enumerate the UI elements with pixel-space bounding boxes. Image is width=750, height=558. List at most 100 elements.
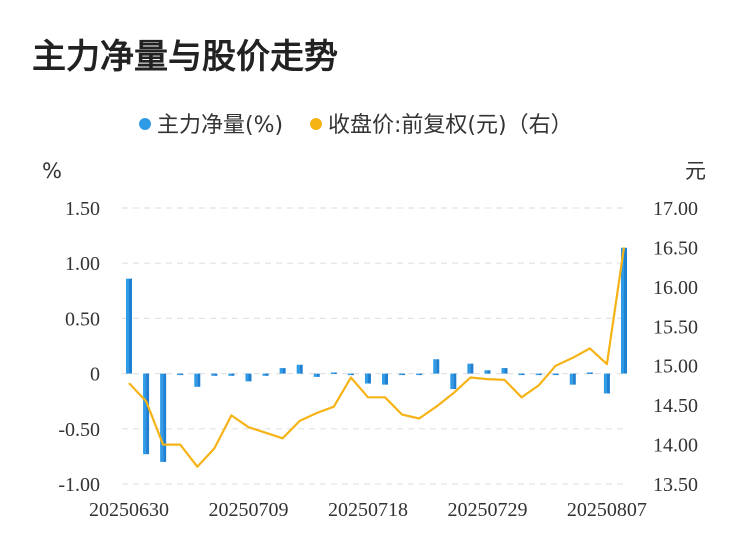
- net-volume-bar[interactable]: [228, 373, 235, 376]
- net-volume-bar[interactable]: [347, 373, 354, 376]
- net-volume-bar-right-half: [385, 373, 389, 385]
- net-volume-bar[interactable]: [535, 373, 542, 376]
- right-tick-label: 14.50: [653, 395, 698, 417]
- net-volume-bar[interactable]: [603, 373, 610, 394]
- net-volume-bar[interactable]: [330, 372, 337, 374]
- net-volume-bar[interactable]: [467, 363, 474, 374]
- net-volume-bar-right-half: [538, 373, 542, 376]
- net-volume-bar[interactable]: [569, 373, 576, 385]
- net-volume-bar-right-half: [316, 373, 320, 377]
- net-volume-bar[interactable]: [382, 373, 389, 385]
- net-volume-bar[interactable]: [313, 373, 320, 377]
- net-volume-bar-right-half: [214, 373, 218, 376]
- net-volume-bar[interactable]: [126, 278, 132, 374]
- net-volume-bar[interactable]: [160, 373, 167, 462]
- left-axis-ticks: 1.50 1.00 0.50 0 -0.50 -1.00: [58, 198, 100, 496]
- net-volume-bar[interactable]: [433, 359, 440, 374]
- right-axis-unit: 元: [685, 159, 706, 183]
- left-tick-label: 0.50: [65, 308, 100, 330]
- net-volume-bar-right-half: [129, 278, 132, 374]
- net-volume-bar-left-half: [296, 364, 300, 374]
- net-volume-bar[interactable]: [194, 373, 201, 387]
- net-volume-bar-left-half: [382, 373, 386, 385]
- legend: 主力净量(%) 收盘价:前复权(元)（右）: [139, 113, 573, 138]
- x-tick-label: 20250729: [447, 499, 527, 521]
- left-tick-label: 0: [90, 364, 100, 386]
- x-tick-label: 20250630: [89, 499, 169, 521]
- net-volume-bar-left-half: [501, 368, 505, 374]
- legend-label-net-volume[interactable]: 主力净量(%): [157, 113, 283, 138]
- net-volume-bar[interactable]: [245, 373, 252, 382]
- net-volume-bar[interactable]: [450, 373, 457, 390]
- net-volume-bar-left-half: [194, 373, 198, 387]
- net-volume-bar-right-half: [350, 373, 354, 376]
- net-volume-bar-right-half: [504, 368, 508, 374]
- net-volume-bar-left-half: [535, 373, 539, 376]
- net-volume-bar-left-half: [211, 373, 215, 376]
- net-volume-bar-right-half: [572, 373, 576, 385]
- net-volume-bar[interactable]: [296, 364, 303, 374]
- net-volume-bar-left-half: [313, 373, 317, 377]
- left-tick-label: 1.00: [65, 253, 100, 275]
- right-tick-label: 17.00: [653, 198, 698, 220]
- net-volume-bar[interactable]: [262, 373, 269, 376]
- right-tick-label: 16.00: [653, 277, 698, 299]
- net-volume-bar[interactable]: [399, 373, 406, 376]
- net-volume-bar-left-half: [433, 359, 437, 374]
- net-volume-bar[interactable]: [143, 373, 150, 455]
- legend-marker-net-volume: [139, 118, 151, 130]
- net-volume-bar-right-half: [299, 364, 303, 374]
- net-volume-bar[interactable]: [621, 247, 627, 374]
- net-volume-bar-right-half: [231, 373, 235, 376]
- net-volume-bar-right-half: [146, 373, 150, 455]
- net-volume-bar[interactable]: [211, 373, 218, 376]
- net-volume-bar-left-half: [126, 278, 129, 374]
- chart-title: 主力净量与股价走势: [32, 37, 338, 77]
- net-volume-bar[interactable]: [279, 368, 286, 374]
- net-volume-bar-left-half: [569, 373, 573, 385]
- close-price-line[interactable]: [128, 247, 626, 468]
- net-volume-bar-left-half: [399, 373, 403, 376]
- net-volume-bar-right-half: [624, 247, 627, 374]
- net-volume-bar-left-half: [245, 373, 249, 382]
- net-volume-bar-left-half: [416, 373, 420, 376]
- right-tick-label: 14.00: [653, 435, 698, 457]
- net-volume-bar[interactable]: [364, 373, 371, 384]
- net-volume-bar-right-half: [265, 373, 269, 376]
- left-tick-label: 1.50: [65, 198, 100, 220]
- net-volume-bar-right-half: [487, 370, 491, 374]
- net-volume-bar-right-half: [282, 368, 286, 374]
- net-volume-bar[interactable]: [586, 372, 593, 374]
- net-volume-bar-left-half: [364, 373, 368, 384]
- x-tick-label: 20250709: [208, 499, 288, 521]
- net-volume-bar[interactable]: [177, 373, 184, 376]
- net-volume-bar-right-half: [419, 373, 423, 376]
- net-volume-bar-right-half: [248, 373, 252, 382]
- net-volume-bar-right-half: [197, 373, 201, 387]
- net-volume-bars: [126, 247, 627, 462]
- net-volume-bar[interactable]: [501, 368, 508, 374]
- net-volume-bar[interactable]: [484, 370, 491, 374]
- net-volume-bar-left-half: [518, 373, 522, 376]
- net-volume-bar-left-half: [262, 373, 266, 376]
- net-volume-bar[interactable]: [552, 373, 559, 376]
- net-volume-bar-left-half: [330, 372, 334, 374]
- legend-label-close-price[interactable]: 收盘价:前复权(元)（右）: [328, 113, 573, 138]
- net-volume-bar-right-half: [436, 359, 440, 374]
- net-volume-bar[interactable]: [416, 373, 423, 376]
- net-volume-bar-left-half: [177, 373, 181, 376]
- right-tick-label: 15.50: [653, 316, 698, 338]
- net-volume-bar-left-half: [347, 373, 351, 376]
- net-volume-bar[interactable]: [518, 373, 525, 376]
- net-volume-bar-left-half: [586, 372, 590, 374]
- net-volume-bar-right-half: [333, 372, 337, 374]
- right-tick-label: 13.50: [653, 474, 698, 496]
- net-volume-bar-right-half: [521, 373, 525, 376]
- net-volume-bar-right-half: [367, 373, 371, 384]
- net-volume-bar-left-half: [143, 373, 147, 455]
- x-tick-label: 20250718: [328, 499, 408, 521]
- left-tick-label: -0.50: [58, 419, 100, 441]
- x-axis-ticks: 20250630 20250709 20250718 20250729 20250807: [89, 499, 647, 521]
- left-axis-unit: %: [42, 159, 62, 183]
